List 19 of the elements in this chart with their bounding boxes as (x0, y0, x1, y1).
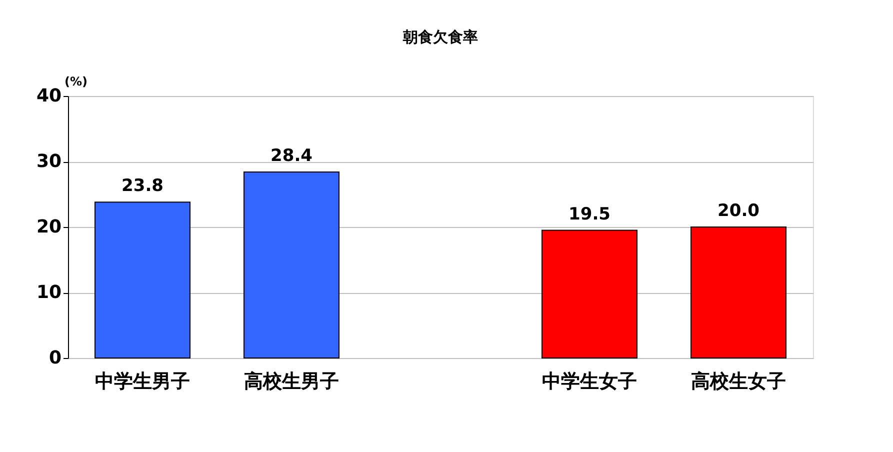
y-tick-label: 40 (36, 86, 62, 106)
x-tick-label: 高校生男子 (244, 370, 339, 392)
y-tick-label: 10 (36, 282, 62, 303)
y-axis-title: (%) (64, 74, 88, 88)
bar (94, 202, 190, 358)
chart-title: 朝食欠食率 (402, 28, 478, 46)
bar (690, 226, 786, 358)
data-label: 19.5 (568, 204, 610, 224)
data-label: 20.0 (718, 201, 760, 221)
bar (244, 171, 340, 358)
data-label: 23.8 (122, 176, 164, 196)
y-tick-label: 20 (36, 216, 62, 238)
y-tick-label: 0 (48, 348, 62, 368)
y-tick-label: 30 (36, 151, 62, 172)
x-tick-label: 中学生男子 (95, 370, 190, 392)
bar (542, 230, 638, 358)
x-tick-label: 中学生女子 (542, 370, 637, 392)
data-label: 28.4 (270, 146, 313, 166)
x-tick-label: 高校生女子 (691, 370, 786, 392)
